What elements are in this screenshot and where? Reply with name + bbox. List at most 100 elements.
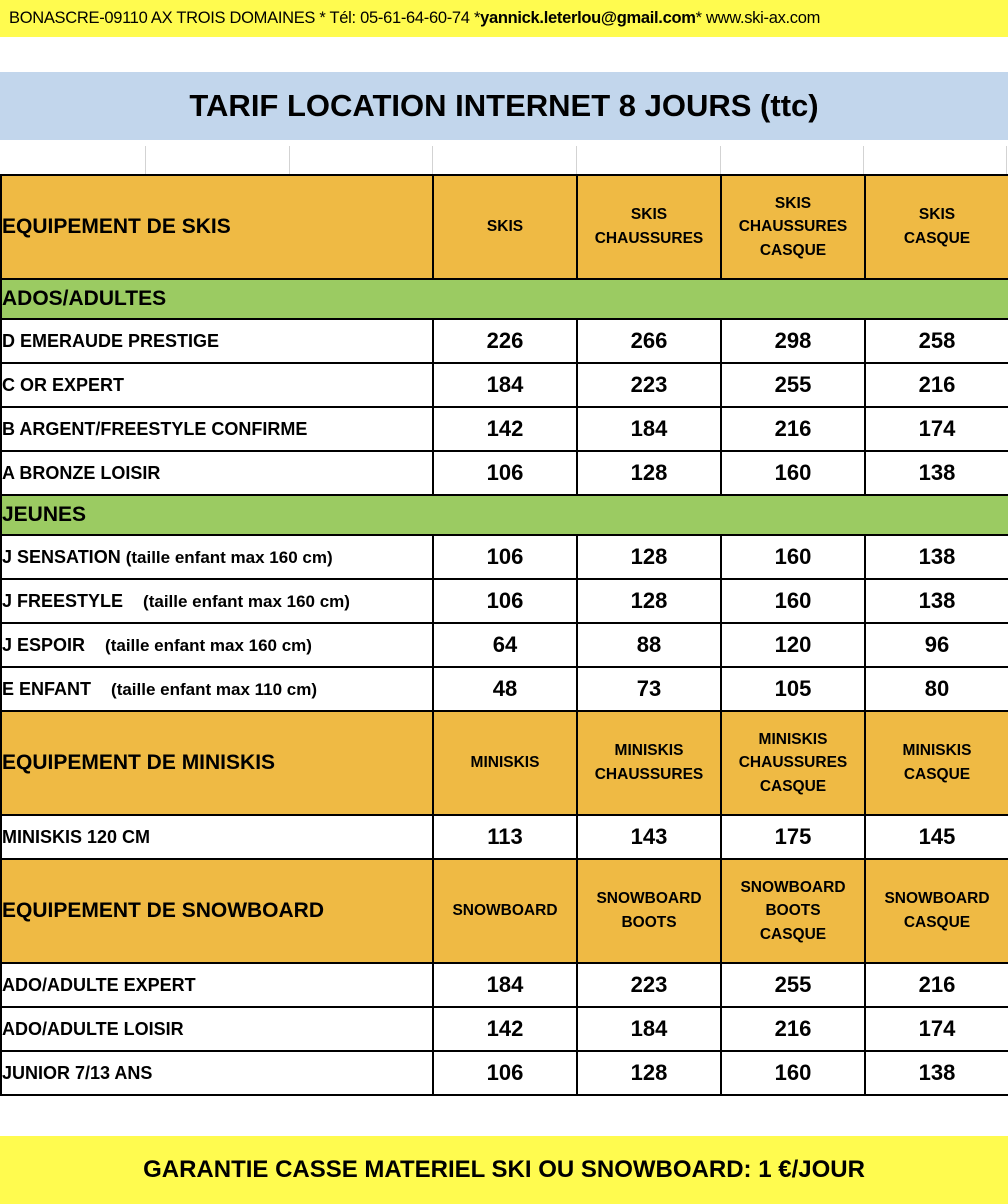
contact-email[interactable]: yannick.leterlou@gmail.com	[480, 9, 696, 27]
column-header-miniskis-1: MINISKIS	[432, 710, 578, 816]
price-cell: 105	[720, 666, 866, 712]
row-label-main: J FREESTYLE	[2, 590, 124, 611]
price-cell: 142	[432, 406, 578, 452]
price-cell: 142	[432, 1006, 578, 1052]
column-header-snowboard-3: SNOWBOARD BOOTS CASQUE	[720, 858, 866, 964]
table-row: E ENFANT (taille enfant max 110 cm) 48 73 1…	[0, 666, 1008, 712]
section-header-row: EQUIPEMENT DE SNOWBOARD SNOWBOARD SNOWBOAR…	[0, 858, 1008, 964]
table-row: C OR EXPERT 184 223 255 216	[0, 362, 1008, 408]
row-label-main: J ESPOIR	[2, 634, 86, 655]
row-label: JUNIOR 7/13 ANS	[0, 1050, 434, 1096]
column-header-line: BOOTS	[621, 914, 677, 931]
price-cell: 143	[576, 814, 722, 860]
price-cell: 160	[720, 1050, 866, 1096]
section-header-row: EQUIPEMENT DE SKIS SKIS SKIS CHAUSSURES SKIS…	[0, 174, 1008, 280]
spacer-rule	[1006, 146, 1007, 174]
column-header-skis-2: SKIS CHAUSSURES	[576, 174, 722, 280]
section-title-miniskis: EQUIPEMENT DE MINISKIS	[0, 710, 434, 816]
column-header-line: SKIS	[486, 218, 524, 236]
row-label-main: A BRONZE LOISIR	[2, 462, 161, 483]
column-header-line: SNOWBOARD	[740, 878, 846, 896]
column-header-line: CASQUE	[903, 914, 971, 931]
table-row: J FREESTYLE (taille enfant max 160 cm) 10…	[0, 578, 1008, 624]
spacer-rule	[720, 146, 721, 174]
row-label-main: MINISKIS 120 CM	[2, 826, 151, 847]
price-cell: 128	[576, 450, 722, 496]
price-cell: 174	[864, 406, 1008, 452]
price-cell: 175	[720, 814, 866, 860]
price-cell: 88	[576, 622, 722, 668]
price-cell: 184	[432, 362, 578, 408]
price-cell: 64	[432, 622, 578, 668]
column-header-line: SKIS	[630, 206, 668, 224]
column-header-line: CHAUSSURES	[594, 766, 704, 783]
price-cell: 106	[432, 534, 578, 580]
price-cell: 106	[432, 1050, 578, 1096]
column-header-line: CHAUSSURES	[594, 230, 704, 247]
column-header-skis-1: SKIS	[432, 174, 578, 280]
contact-text-before: BONASCRE-09110 AX TROIS DOMAINES * Tél: …	[9, 9, 481, 27]
spacer-row	[0, 146, 1008, 174]
price-cell: 298	[720, 318, 866, 364]
price-cell: 184	[576, 406, 722, 452]
row-label: E ENFANT (taille enfant max 110 cm)	[0, 666, 434, 712]
price-cell: 223	[576, 362, 722, 408]
group-band-label: ADOS/ADULTES	[0, 278, 1008, 320]
column-header-line: SKIS	[918, 206, 956, 224]
column-header-line: CASQUE	[903, 766, 971, 783]
column-header-line: MINISKIS	[758, 730, 828, 748]
row-label-note: (taille enfant max 160 cm)	[105, 635, 312, 655]
price-cell: 106	[432, 450, 578, 496]
price-cell: 80	[864, 666, 1008, 712]
column-header-line: MINISKIS	[470, 754, 540, 772]
column-header-snowboard-2: SNOWBOARD BOOTS	[576, 858, 722, 964]
price-cell: 73	[576, 666, 722, 712]
column-header-line: CASQUE	[759, 777, 827, 795]
price-cell: 226	[432, 318, 578, 364]
price-cell: 138	[864, 450, 1008, 496]
row-label-main: D EMERAUDE PRESTIGE	[2, 330, 220, 351]
row-label-note: (taille enfant max 110 cm)	[111, 679, 318, 699]
price-cell: 145	[864, 814, 1008, 860]
column-header-skis-4: SKIS CASQUE	[864, 174, 1008, 280]
title-band: TARIF LOCATION INTERNET 8 JOURS (ttc)	[0, 72, 1008, 140]
column-header-line: BOOTS	[765, 902, 821, 920]
price-cell: 216	[720, 1006, 866, 1052]
column-header-miniskis-2: MINISKIS CHAUSSURES	[576, 710, 722, 816]
column-header-miniskis-3: MINISKIS CHAUSSURES CASQUE	[720, 710, 866, 816]
column-header-skis-3: SKIS CHAUSSURES CASQUE	[720, 174, 866, 280]
column-header-line: SKIS	[774, 194, 812, 212]
row-label-gap	[91, 679, 111, 699]
table-row: JUNIOR 7/13 ANS 106 128 160 138	[0, 1050, 1008, 1096]
row-label-main: ADO/ADULTE EXPERT	[2, 974, 196, 995]
spacer-rule	[576, 146, 577, 174]
price-table: EQUIPEMENT DE SKIS SKIS SKIS CHAUSSURES SKIS…	[0, 174, 1008, 1096]
price-cell: 184	[576, 1006, 722, 1052]
table-row: A BRONZE LOISIR 106 128 160 138	[0, 450, 1008, 496]
row-label-main: C OR EXPERT	[2, 374, 125, 395]
row-label-main: JUNIOR 7/13 ANS	[2, 1062, 153, 1083]
price-cell: 174	[864, 1006, 1008, 1052]
group-band-label: JEUNES	[0, 494, 1008, 536]
group-band-row: JEUNES	[0, 494, 1008, 536]
row-label: ADO/ADULTE LOISIR	[0, 1006, 434, 1052]
price-cell: 160	[720, 578, 866, 624]
column-header-line: SNOWBOARD	[884, 890, 990, 908]
column-header-snowboard-4: SNOWBOARD CASQUE	[864, 858, 1008, 964]
price-cell: 184	[432, 962, 578, 1008]
price-cell: 96	[864, 622, 1008, 668]
price-cell: 266	[576, 318, 722, 364]
row-label: C OR EXPERT	[0, 362, 434, 408]
table-row: D EMERAUDE PRESTIGE 226 266 298 258	[0, 318, 1008, 364]
price-cell: 106	[432, 578, 578, 624]
price-cell: 216	[864, 362, 1008, 408]
row-label: J FREESTYLE (taille enfant max 160 cm)	[0, 578, 434, 624]
spacer-rule	[289, 146, 290, 174]
price-cell: 258	[864, 318, 1008, 364]
price-cell: 255	[720, 962, 866, 1008]
spacer-rule	[863, 146, 864, 174]
column-header-line: SNOWBOARD	[452, 902, 558, 920]
spacer-rule	[145, 146, 146, 174]
row-label: A BRONZE LOISIR	[0, 450, 434, 496]
